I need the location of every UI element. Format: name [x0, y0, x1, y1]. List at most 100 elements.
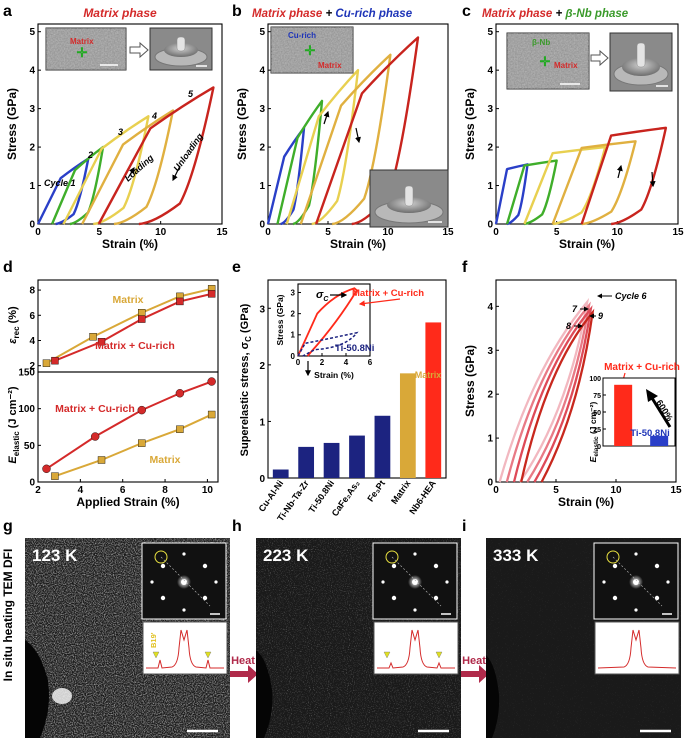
unloading-arrow: [172, 165, 181, 182]
x-tick-label: 15: [216, 227, 228, 238]
intensity-profile: [594, 621, 680, 675]
data-point: [51, 472, 59, 480]
arrow-right-icon: [230, 665, 258, 683]
temperature-label: 333 K: [493, 546, 539, 565]
y-tick-label: 3: [259, 304, 265, 315]
y-tick-label: 5: [29, 27, 35, 38]
bar: [349, 435, 365, 478]
y-tick-label: 1: [487, 434, 493, 445]
panel-f: f 0 5 10 15 0 1 2 3 4 Strain (%) Stress (GPa) Cycl…: [462, 259, 682, 509]
b19-label: B19': [149, 632, 158, 648]
hysteresis-loop: [580, 126, 668, 226]
y-tick-label: 2: [291, 309, 296, 318]
y-tick-label: 0: [29, 220, 35, 231]
inset-label-matrix: Matrix: [554, 61, 578, 70]
aperture-circle: [154, 550, 168, 564]
x-axis-label: Strain (%): [330, 237, 386, 251]
unloading-arrow: [355, 127, 361, 144]
legend-ti: Ti-50.8Ni: [630, 428, 669, 439]
profile-line: [391, 556, 442, 607]
bar: [374, 415, 391, 478]
ylabel-sub: rec: [12, 326, 21, 339]
hysteresis-loop: [551, 140, 637, 226]
bar-category-label: Matrix: [389, 478, 412, 505]
panel-title: Matrix phase + β-Nb phase: [482, 8, 629, 20]
cycle-2-label: 2: [87, 150, 93, 160]
y-tick-label: 75: [593, 393, 601, 400]
title-plus: +: [552, 8, 565, 20]
y-tick-label: 100: [18, 404, 35, 415]
ylabel-unit: (J cm⁻²): [588, 402, 598, 437]
y-tick-label: 4: [259, 66, 265, 77]
sem-texture: [46, 28, 126, 70]
data-point: [207, 290, 216, 298]
x-tick-label: 2: [35, 485, 41, 496]
x-axis-label: Strain (%): [559, 237, 615, 251]
profile-line: [160, 556, 211, 607]
peak-arrow-icon: [152, 651, 160, 659]
heat-label: Heat: [231, 655, 255, 667]
bar-category-label: Fe₃Pt: [365, 478, 387, 503]
intensity-curve: [146, 629, 224, 669]
x-axis-label: Strain (%): [314, 370, 354, 380]
data-point: [97, 338, 106, 346]
series-line: [54, 413, 213, 478]
cycle-9-label: 9: [598, 311, 603, 321]
ylabel-sub: elastic: [12, 431, 21, 456]
loading-arrow: [323, 110, 330, 125]
x-tick-label: 15: [442, 227, 454, 238]
sem-inset: Cu-rich ✛ Matrix: [270, 26, 354, 74]
hysteresis-loop: [498, 297, 590, 483]
pillar: [176, 36, 186, 52]
data-point: [51, 356, 59, 365]
bar: [298, 446, 315, 478]
hysteresis-loop: [523, 145, 607, 226]
ylabel-text: Superelastic stress, σ: [239, 341, 251, 456]
diffraction-spots: [602, 552, 670, 612]
cycle-5-label: 5: [188, 89, 194, 99]
cycle-7-label: 7: [572, 304, 578, 314]
cycle-4-label: 4: [151, 111, 157, 121]
ylabel-unit: (GPa): [239, 303, 251, 336]
x-axis-label: Strain (%): [102, 237, 158, 251]
inset-label-matrix: Matrix: [318, 61, 342, 70]
data-point: [207, 410, 216, 419]
cycle-3-label: 3: [118, 127, 123, 137]
arrow-right-icon: [461, 665, 489, 683]
sigma-sub: C: [323, 296, 329, 303]
panel-letter: h: [232, 518, 242, 535]
y-axis-label: Stress (GPa): [463, 88, 477, 160]
sem-inset: β-Nb ✛ Matrix: [506, 32, 673, 92]
plot-frame: [37, 371, 219, 483]
y-tick-label: 4: [29, 66, 35, 77]
pillar: [636, 42, 646, 68]
inset-legend-hea: Matrix + Cu-rich: [352, 288, 424, 299]
diffraction-spots: [381, 552, 449, 612]
x-tick-label: 4: [78, 485, 84, 496]
panel-letter: f: [462, 259, 468, 276]
bar: [425, 322, 442, 478]
aperture-circle: [606, 550, 620, 564]
y-tick-label: 2: [29, 143, 35, 154]
hysteresis-loop: [62, 115, 150, 226]
y-tick-label: 0: [29, 478, 35, 489]
panel-g: g 123 K B19': [3, 518, 230, 738]
bar: [272, 469, 289, 478]
y-tick-label: 50: [24, 441, 36, 452]
x-tick-label: 6: [120, 485, 126, 496]
hysteresis-loop: [276, 99, 324, 226]
tem-side-label: In situ heating TEM DFI: [1, 549, 15, 682]
x-tick-label: 8: [162, 485, 168, 496]
hysteresis-loop: [50, 145, 105, 226]
peak-arrow-icon: [204, 651, 212, 659]
y-axis-label: Stress (GPa): [463, 345, 477, 417]
percent-arrow: [650, 397, 672, 428]
y-tick-label: 3: [487, 104, 493, 115]
intensity-curve: [597, 629, 677, 669]
y-tick-label: 2: [487, 143, 493, 154]
